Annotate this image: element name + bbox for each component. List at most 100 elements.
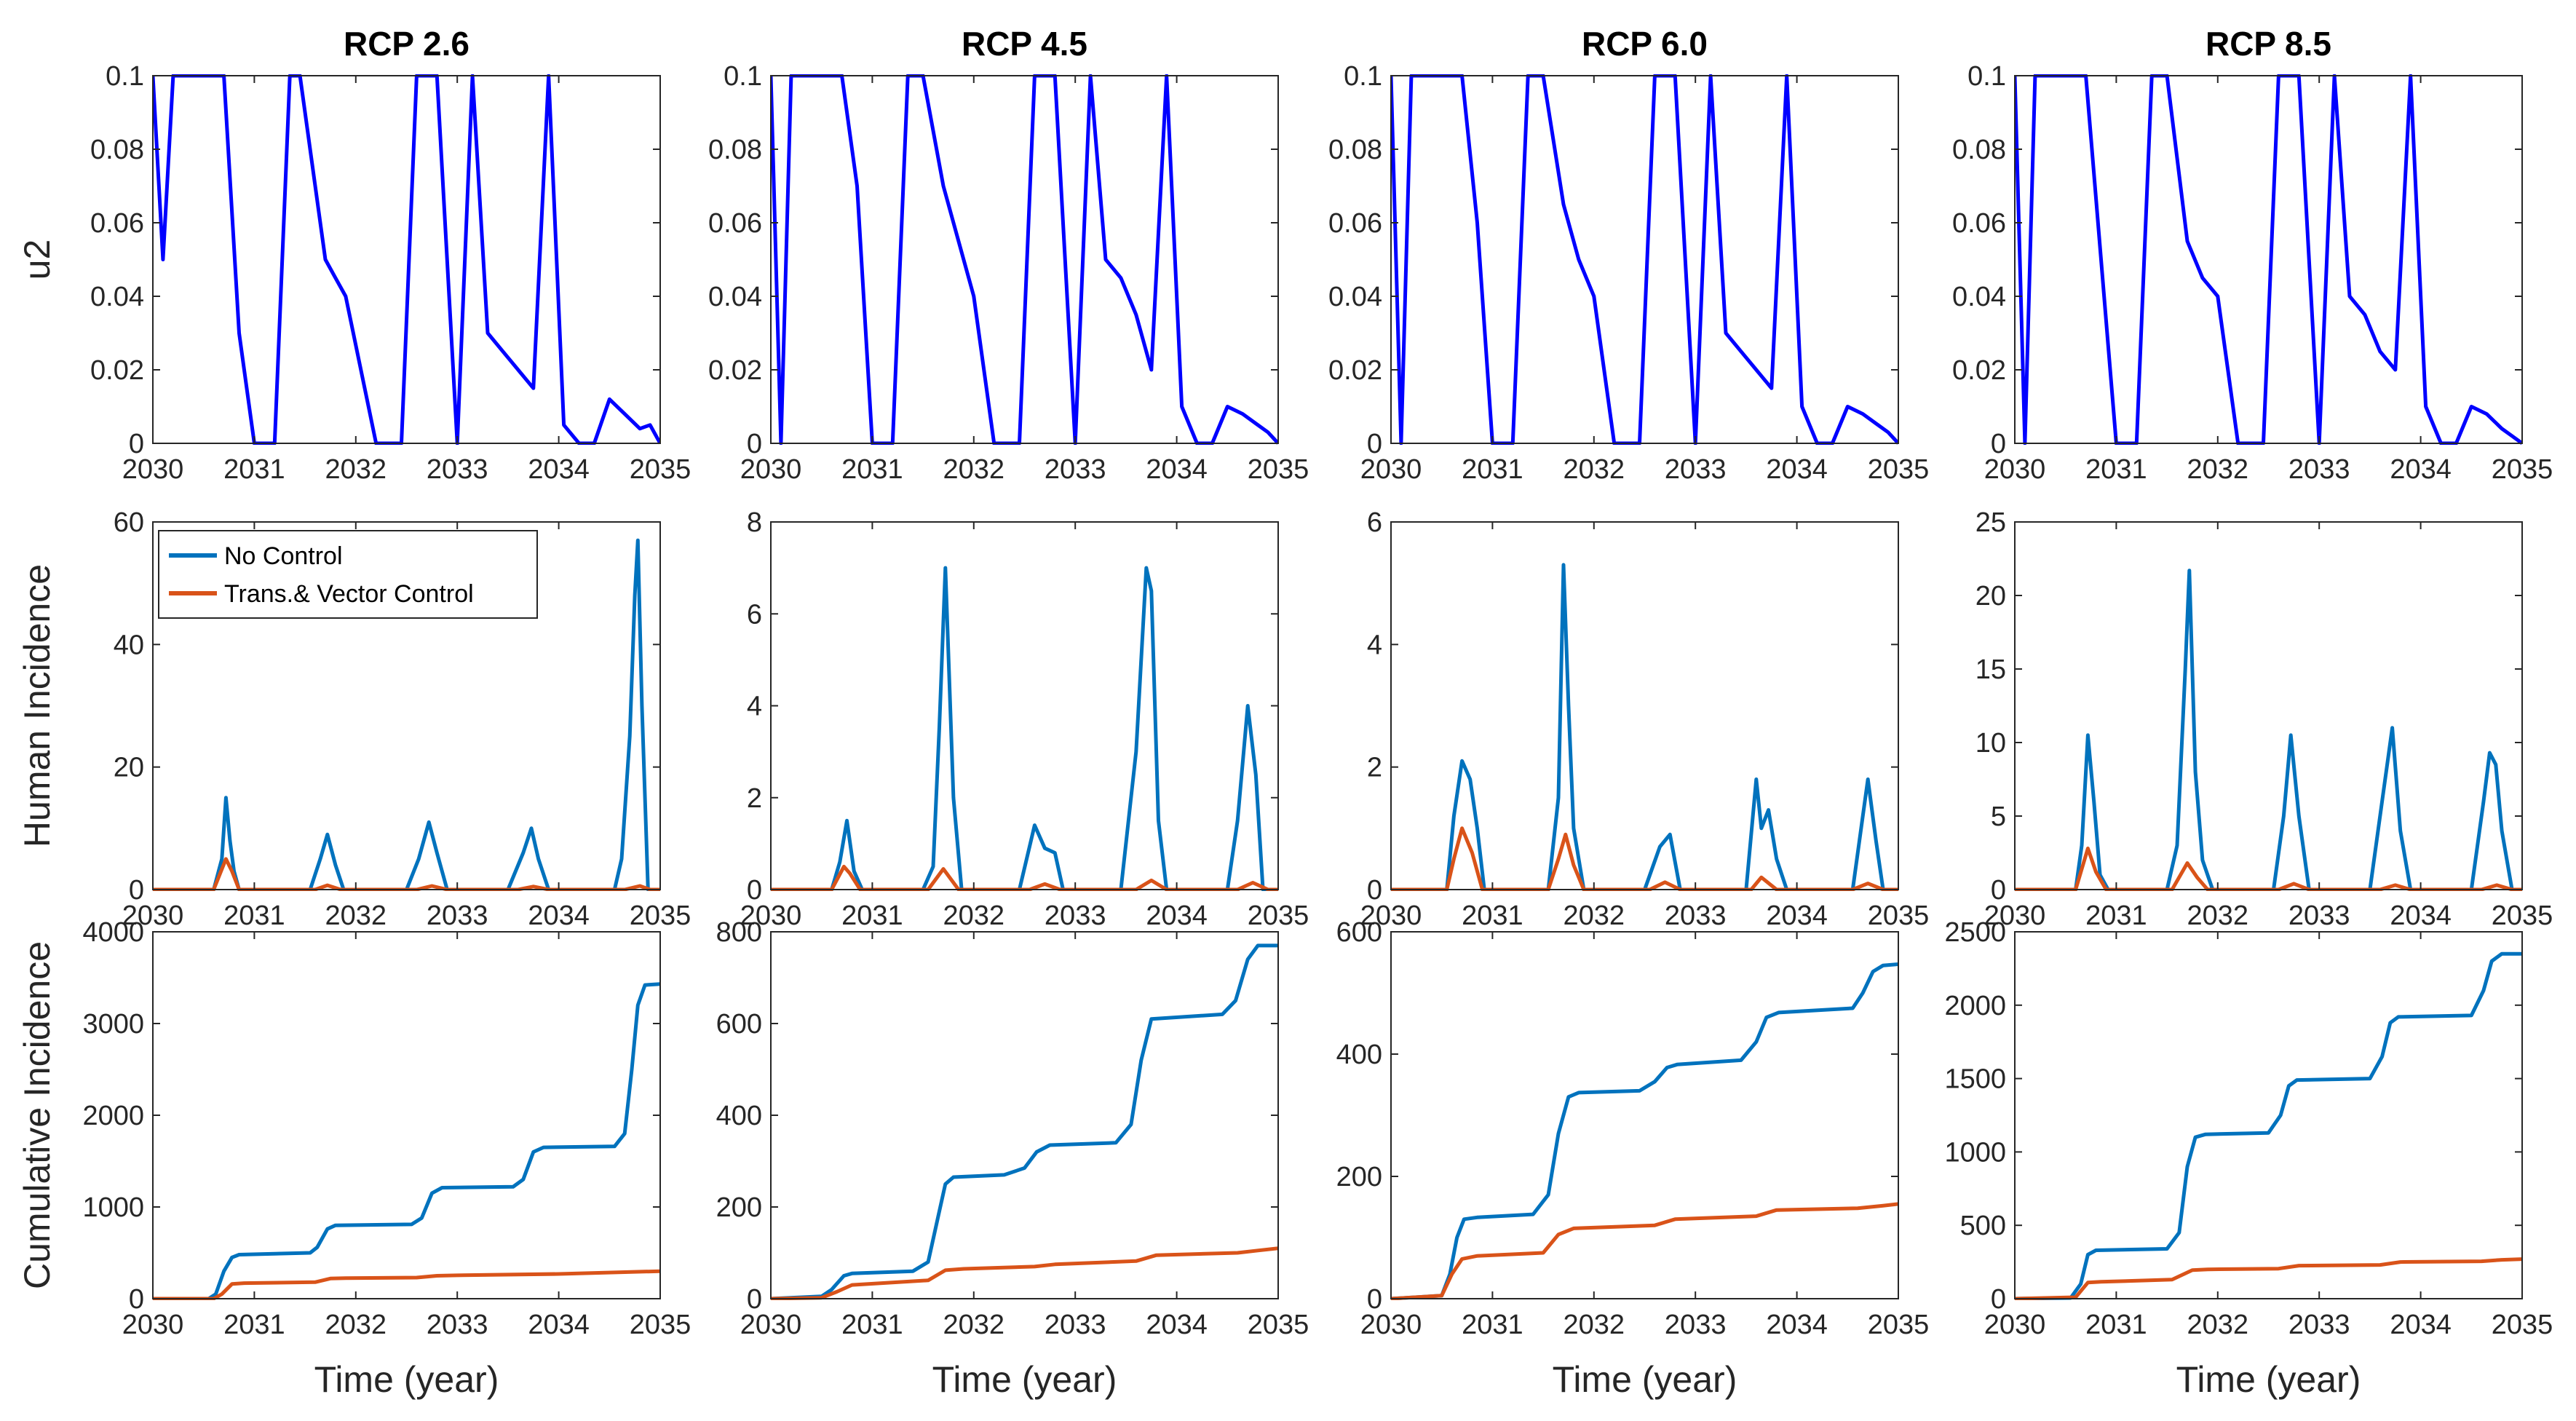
x-tick-label: 2034 bbox=[2390, 454, 2452, 485]
x-tick-label: 2035 bbox=[2492, 901, 2553, 931]
series-line-control bbox=[771, 1246, 1278, 1300]
series-line-no-control bbox=[771, 943, 1278, 1300]
x-tick-label: 2031 bbox=[223, 454, 285, 485]
x-tick-label: 2033 bbox=[1045, 454, 1106, 485]
y-tick-label: 6 bbox=[1367, 507, 1382, 538]
series-line-control bbox=[1391, 826, 1898, 891]
series-line-no-control bbox=[1391, 563, 1898, 891]
y-tick-label: 2000 bbox=[82, 1101, 144, 1131]
y-tick-label: 0.04 bbox=[90, 282, 144, 312]
x-tick-label: 2032 bbox=[2187, 454, 2249, 485]
legend-box bbox=[158, 530, 538, 619]
panel-u2-0: 2030 2031 2032 2033 2034 2035 0 0.02 0.04 0.06 0.0… bbox=[17, 25, 691, 485]
x-tick-label: 2030 bbox=[122, 901, 184, 931]
x-tick-label: 2032 bbox=[1564, 1310, 1625, 1340]
panel-cumulative_incidence-2: 2030 2031 2032 2033 2034 2035 0 200 400 600 Time (… bbox=[1336, 917, 1930, 1400]
y-tick-label: 4 bbox=[747, 692, 762, 722]
x-tick-label: 2031 bbox=[2085, 1310, 2147, 1340]
x-tick-label: 2032 bbox=[2187, 901, 2249, 931]
x-axis-label: Time (year) bbox=[314, 1359, 499, 1400]
panel-human_incidence-3: 2030 2031 2032 2033 2034 2035 0 5 10 15 20 25 bbox=[1975, 507, 2553, 931]
axes-box bbox=[770, 75, 1279, 444]
y-tick-label: 6 bbox=[747, 599, 762, 630]
x-tick-label: 2030 bbox=[1984, 901, 2046, 931]
series-line-no-control bbox=[771, 566, 1278, 891]
y-tick-label: 2500 bbox=[1944, 917, 2006, 948]
series-line-u2 bbox=[1391, 74, 1898, 445]
y-tick-label: 0 bbox=[129, 1284, 144, 1315]
series-line-u2 bbox=[771, 74, 1278, 445]
x-tick-label: 2033 bbox=[1045, 1310, 1106, 1340]
x-tick-label: 2033 bbox=[2288, 1310, 2350, 1340]
axes-box bbox=[2014, 521, 2523, 890]
legend-label: No Control bbox=[224, 542, 343, 570]
panel-cumulative_incidence-0: 2030 2031 2032 2033 2034 2035 0 1000 2000 3000 400… bbox=[17, 917, 691, 1400]
y-tick-label: 8 bbox=[747, 507, 762, 538]
panel-human_incidence-2: 2030 2031 2032 2033 2034 2035 0 2 4 6 bbox=[1360, 507, 1930, 931]
y-tick-label: 1500 bbox=[1944, 1064, 2006, 1095]
y-tick-label: 2 bbox=[1367, 753, 1382, 783]
y-tick-label: 20 bbox=[1975, 581, 2006, 611]
legend: No Control Trans.& Vector Control bbox=[158, 530, 538, 619]
y-tick-label: 0.08 bbox=[708, 135, 762, 165]
x-tick-label: 2033 bbox=[2288, 454, 2350, 485]
y-tick-label: 1000 bbox=[1944, 1137, 2006, 1168]
y-tick-label: 0 bbox=[1991, 429, 2006, 459]
panel-title: RCP 2.6 bbox=[344, 25, 469, 63]
panel-u2-1: 2030 2031 2032 2033 2034 2035 0 0.02 0.04 0.06 0.0… bbox=[708, 25, 1309, 485]
series-line-control bbox=[153, 1269, 660, 1300]
y-tick-label: 0.04 bbox=[1952, 282, 2006, 312]
x-tick-label: 2031 bbox=[2085, 454, 2147, 485]
y-tick-label: 0 bbox=[1367, 875, 1382, 906]
y-tick-label: 0.08 bbox=[90, 135, 144, 165]
x-tick-label: 2031 bbox=[1462, 901, 1523, 931]
x-tick-label: 2035 bbox=[630, 454, 691, 485]
legend-label: Trans.& Vector Control bbox=[224, 580, 474, 608]
panel-title: RCP 4.5 bbox=[962, 25, 1087, 63]
x-tick-label: 2034 bbox=[1766, 901, 1828, 931]
x-tick-label: 2033 bbox=[427, 901, 488, 931]
x-tick-label: 2032 bbox=[2187, 1310, 2249, 1340]
y-tick-label: 2 bbox=[747, 783, 762, 814]
y-tick-label: 0 bbox=[129, 429, 144, 459]
x-tick-label: 2032 bbox=[325, 1310, 387, 1340]
y-tick-label: 0.02 bbox=[90, 355, 144, 386]
x-tick-label: 2031 bbox=[1462, 1310, 1523, 1340]
axes-box bbox=[1390, 75, 1899, 444]
x-tick-label: 2030 bbox=[1984, 454, 2046, 485]
x-tick-label: 2030 bbox=[122, 1310, 184, 1340]
y-tick-label: 0.04 bbox=[708, 282, 762, 312]
y-axis-label: Human Incidence bbox=[17, 564, 58, 847]
y-tick-label: 40 bbox=[114, 630, 144, 660]
series-line-control bbox=[2015, 846, 2522, 891]
x-tick-label: 2034 bbox=[1146, 1310, 1208, 1340]
x-tick-label: 2031 bbox=[223, 901, 285, 931]
y-tick-label: 0 bbox=[747, 1284, 762, 1315]
x-tick-label: 2034 bbox=[2390, 1310, 2452, 1340]
x-tick-label: 2033 bbox=[1665, 1310, 1727, 1340]
x-axis-label: Time (year) bbox=[1553, 1359, 1737, 1400]
y-tick-label: 4 bbox=[1367, 630, 1382, 660]
y-tick-label: 200 bbox=[716, 1192, 762, 1223]
y-tick-label: 600 bbox=[1336, 917, 1382, 948]
series-line-no-control bbox=[153, 982, 660, 1300]
y-tick-label: 20 bbox=[114, 753, 144, 783]
y-tick-label: 3000 bbox=[82, 1009, 144, 1040]
x-tick-label: 2033 bbox=[427, 454, 488, 485]
panel-u2-2: 2030 2031 2032 2033 2034 2035 0 0.02 0.04 0.06 0.0… bbox=[1328, 25, 1929, 485]
y-tick-label: 10 bbox=[1975, 728, 2006, 759]
y-tick-label: 0.06 bbox=[708, 208, 762, 239]
x-tick-label: 2035 bbox=[1248, 901, 1309, 931]
x-tick-label: 2031 bbox=[841, 901, 903, 931]
x-tick-label: 2030 bbox=[122, 454, 184, 485]
x-tick-label: 2034 bbox=[1766, 1310, 1828, 1340]
x-tick-label: 2035 bbox=[630, 1310, 691, 1340]
axes-box bbox=[2014, 75, 2523, 444]
x-tick-label: 2030 bbox=[740, 1310, 802, 1340]
series-line-no-control bbox=[153, 538, 660, 891]
y-tick-label: 2000 bbox=[1944, 991, 2006, 1021]
axes-box bbox=[2014, 931, 2523, 1299]
x-tick-label: 2032 bbox=[943, 454, 1005, 485]
y-tick-label: 0.06 bbox=[1952, 208, 2006, 239]
x-tick-label: 2033 bbox=[1045, 901, 1106, 931]
